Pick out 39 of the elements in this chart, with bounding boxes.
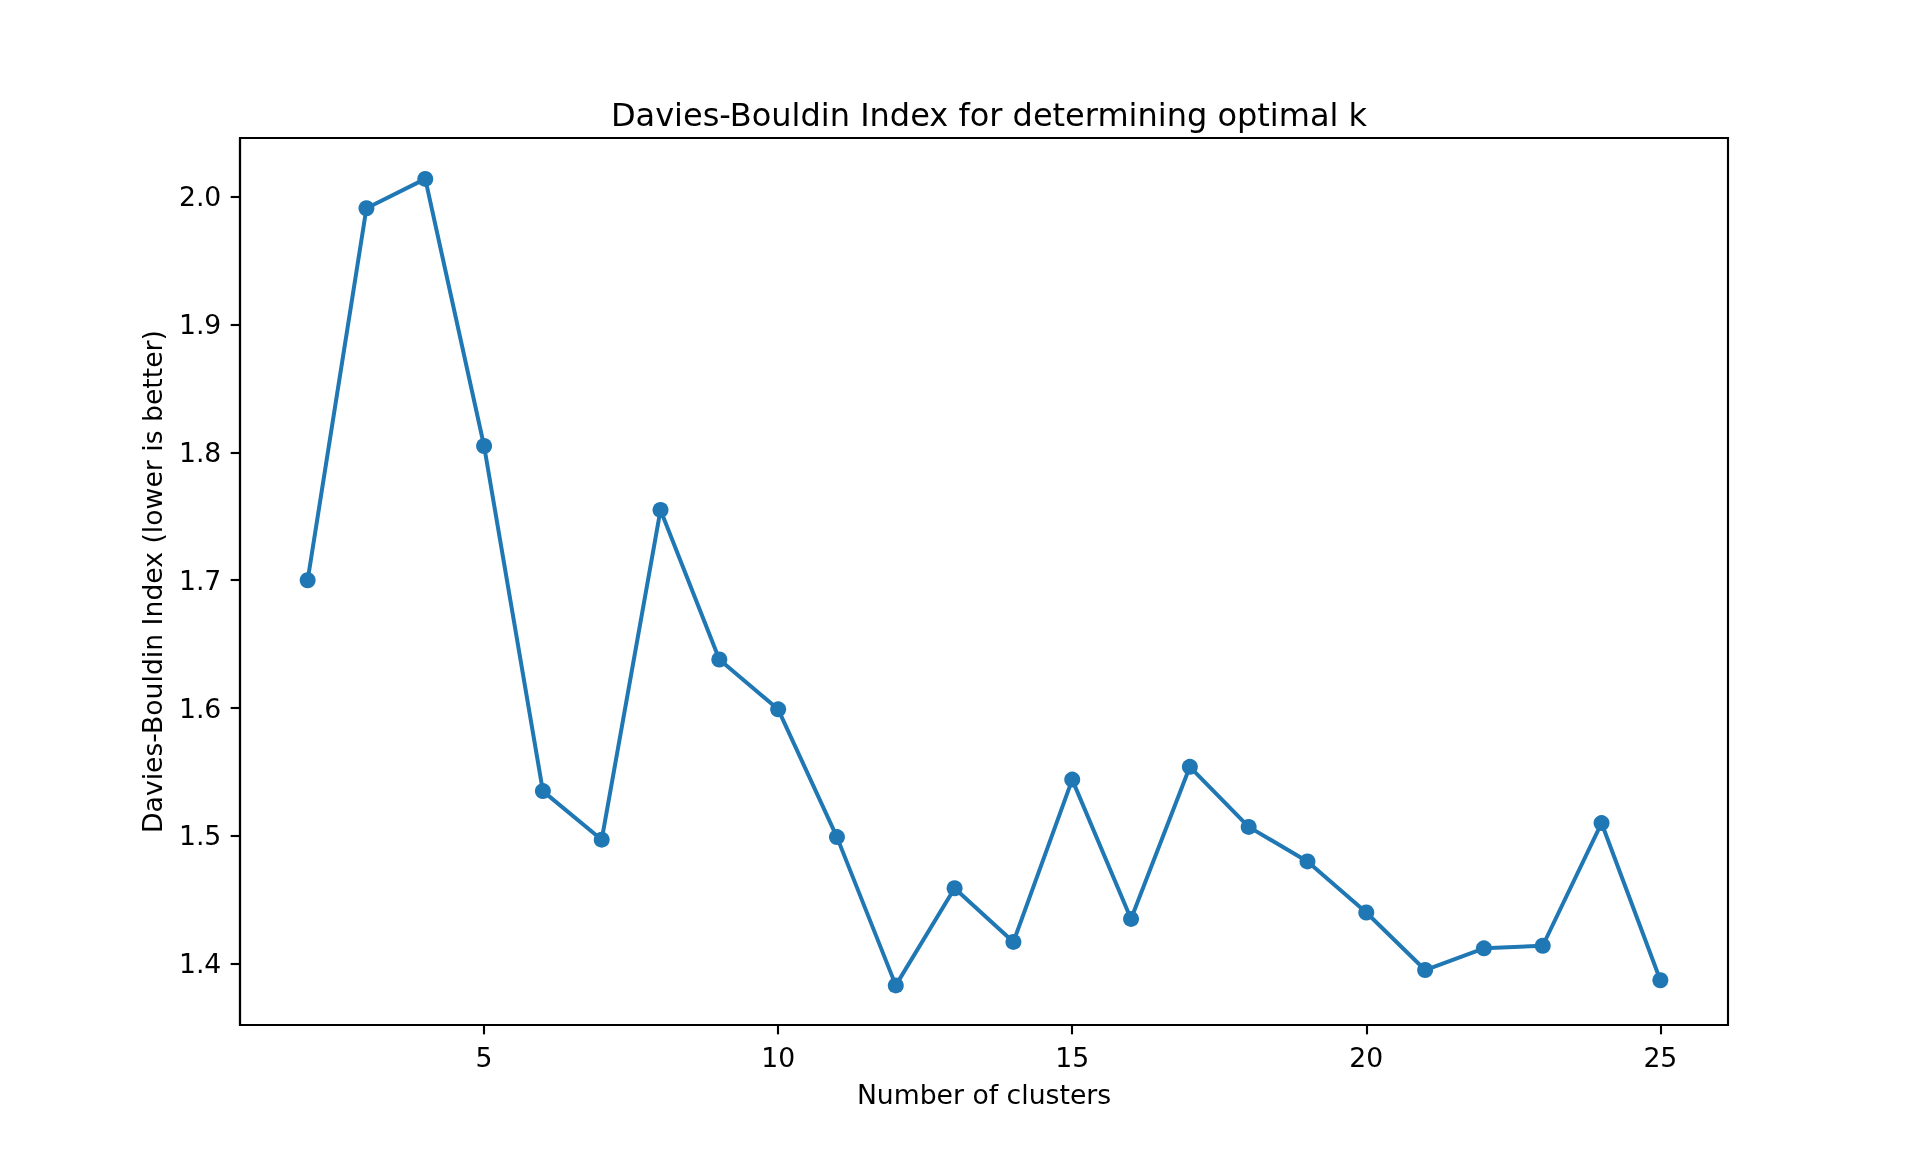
y-tick-label: 2.0 — [178, 181, 222, 213]
point — [417, 170, 434, 187]
point — [887, 977, 904, 994]
point — [593, 831, 610, 848]
chart-title: Davies-Bouldin Index for determining optimal k — [610, 96, 1368, 134]
y-tick-label: 1.4 — [178, 948, 222, 980]
point — [1299, 853, 1316, 870]
x-tick-label: 25 — [1643, 1041, 1678, 1073]
y-tick-label: 1.7 — [178, 564, 222, 596]
point — [946, 880, 963, 897]
point — [1240, 818, 1257, 835]
x-tick-label: 10 — [761, 1041, 796, 1073]
point — [1358, 904, 1375, 921]
y-tick-label: 1.5 — [178, 820, 222, 852]
point — [1417, 962, 1434, 979]
x-tick-label: 15 — [1055, 1041, 1090, 1073]
point — [1593, 815, 1610, 832]
y-tick-label: 1.6 — [178, 692, 222, 724]
point — [711, 651, 728, 668]
point — [1064, 771, 1081, 788]
point — [770, 701, 787, 718]
point — [652, 501, 669, 518]
point — [828, 829, 845, 846]
point — [1652, 972, 1669, 989]
point — [476, 438, 493, 455]
x-axis-title: Number of clusters — [856, 1079, 1112, 1110]
point — [1475, 940, 1492, 957]
point — [1005, 933, 1022, 950]
point — [1123, 910, 1140, 927]
y-tick-label: 1.8 — [178, 436, 222, 468]
point — [358, 200, 375, 217]
x-tick-label: 20 — [1349, 1041, 1384, 1073]
point — [1181, 758, 1198, 775]
x-tick-label: 5 — [475, 1041, 493, 1073]
point — [299, 572, 316, 589]
point — [534, 783, 551, 800]
y-tick-label: 1.9 — [178, 309, 222, 341]
point — [1534, 937, 1551, 954]
y-axis-title: Davies-Bouldin Index (lower is better) — [137, 330, 168, 833]
